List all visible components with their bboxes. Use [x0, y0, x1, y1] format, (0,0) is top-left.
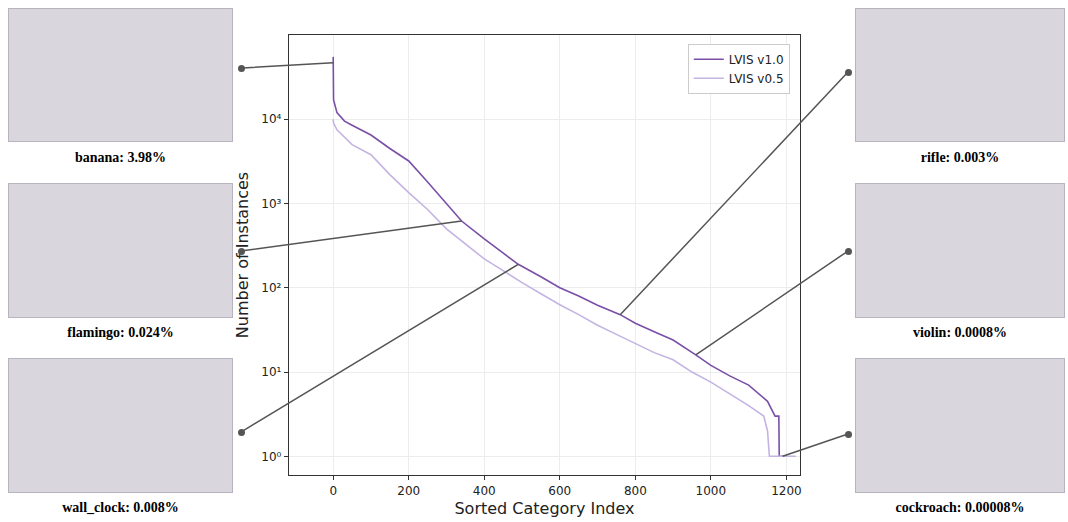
- svg-text:200: 200: [397, 484, 420, 498]
- svg-text:1200: 1200: [771, 484, 802, 498]
- svg-text:600: 600: [548, 484, 571, 498]
- svg-text:400: 400: [473, 484, 496, 498]
- svg-text:10⁰: 10⁰: [261, 450, 281, 464]
- html-text:flamingo: 0.024%: flamingo: 0.024%: [67, 325, 174, 340]
- svg-text:Number of Instances: Number of Instances: [233, 172, 252, 338]
- svg-text:800: 800: [624, 484, 647, 498]
- svg-text:Sorted Category Index: Sorted Category Index: [454, 499, 634, 518]
- svg-text:LVIS v1.0: LVIS v1.0: [729, 53, 784, 67]
- html-text:cockroach: 0.00008%: cockroach: 0.00008%: [895, 500, 1025, 515]
- svg-text:0: 0: [329, 484, 337, 498]
- html-text:wall_clock: 0.008%: wall_clock: 0.008%: [62, 500, 179, 515]
- svg-text:1000: 1000: [696, 484, 727, 498]
- html-text:violin: 0.0008%: violin: 0.0008%: [912, 325, 1008, 340]
- svg-text:LVIS v0.5: LVIS v0.5: [729, 72, 784, 86]
- svg-text:10³: 10³: [261, 197, 281, 211]
- html-text:rifle: 0.003%: rifle: 0.003%: [920, 150, 1000, 165]
- html-text:banana: 3.98%: banana: 3.98%: [75, 150, 166, 165]
- svg-text:10¹: 10¹: [261, 365, 281, 379]
- svg-text:10²: 10²: [261, 281, 281, 295]
- svg-text:10⁴: 10⁴: [261, 112, 281, 126]
